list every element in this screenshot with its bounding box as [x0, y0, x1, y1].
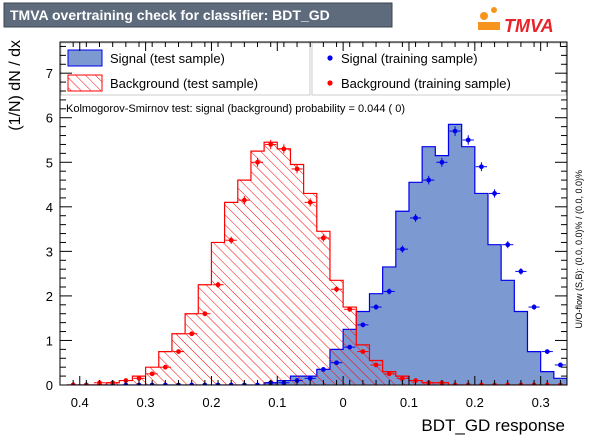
y-tick-label: 4 — [46, 200, 53, 215]
legend-marker-signal-train — [327, 55, 333, 61]
signal-train-point — [409, 214, 422, 222]
background-train-point — [317, 234, 329, 242]
y-axis-title: (1/N) dN / dx — [7, 40, 24, 131]
x-tick-label: 0.2 — [202, 395, 220, 410]
background-train-point — [265, 139, 277, 150]
background-train-point — [383, 371, 395, 377]
axis-layer: 0.4 0.3 0.2 0.1 0 0.1 0.2 0.3 0 1 2 3 4 5 6 7 — [46, 42, 567, 410]
x-tick-label: 0.4 — [71, 395, 89, 410]
signal-test-outline — [66, 123, 567, 385]
y-tick-label: 7 — [46, 66, 53, 81]
legend-marker-background-train — [327, 80, 333, 86]
background-train-point — [225, 236, 237, 244]
ks-test-text: Kolmogorov-Smirnov test: signal (backgro… — [66, 103, 405, 115]
logo-text: TMVA — [504, 16, 554, 36]
signal-train-point — [396, 245, 408, 253]
background-train-point — [238, 196, 250, 205]
signal-train-point — [344, 344, 356, 350]
background-test-area — [66, 142, 567, 385]
logo-dot-1 — [480, 12, 488, 20]
x-tick-label: 0.3 — [532, 395, 550, 410]
signal-train-point — [423, 175, 435, 185]
y-tick-label: 0 — [46, 378, 53, 393]
legend-label-background-train: Background (training sample) — [341, 76, 511, 91]
background-train-point — [370, 362, 382, 368]
legend-label-signal-train: Signal (training sample) — [341, 51, 478, 66]
signal-test-area — [66, 124, 567, 385]
logo-bar — [478, 22, 500, 30]
signal-train-point — [515, 268, 527, 275]
signal-train-point — [502, 241, 514, 249]
x-tick-label: 0.1 — [400, 395, 418, 410]
signal-train-point — [317, 367, 329, 372]
signal-train-point — [528, 304, 540, 310]
signal-train-point — [488, 189, 501, 198]
legend: Signal (test sample) Background (test sa… — [60, 42, 567, 96]
y-tick-label: 2 — [46, 289, 53, 304]
background-train-point — [278, 144, 290, 154]
signal-train-point — [383, 288, 395, 295]
background-train-point — [396, 375, 408, 381]
y-tick-label: 6 — [46, 111, 53, 126]
histogram-layer — [66, 123, 567, 385]
title-box: TMVA overtraining check for classifier: … — [3, 2, 393, 28]
background-train-point — [357, 349, 369, 354]
signal-train-point — [475, 162, 487, 172]
background-train-point — [159, 364, 171, 370]
x-tick-label: 0.3 — [137, 395, 155, 410]
x-tick-label: 0.2 — [466, 395, 484, 410]
signal-train-point — [436, 157, 448, 167]
background-train-point — [133, 375, 145, 381]
x-tick-label: 0 — [340, 395, 347, 410]
tmva-logo: TMVA — [478, 7, 554, 36]
background-train-point — [304, 198, 316, 207]
underflow-overflow-text: U/O-flow (S,B): (0.0, 0.0)% / (0.0, 0.0)… — [574, 170, 584, 329]
x-axis-title: BDT_GD response — [421, 416, 565, 435]
background-train-point — [330, 286, 343, 293]
background-train-point — [291, 164, 303, 174]
legend-label-background-test: Background (test sample) — [110, 76, 258, 91]
logo-dot-2 — [491, 7, 497, 13]
signal-train-point — [370, 304, 382, 310]
background-train-point — [344, 306, 356, 312]
background-train-point — [186, 331, 198, 337]
signal-train-point — [462, 135, 474, 145]
signal-train-point — [357, 322, 369, 328]
plot-border — [59, 41, 568, 386]
y-tick-label: 5 — [46, 155, 53, 170]
background-train-point — [172, 349, 185, 354]
y-tick-label: 1 — [46, 333, 53, 348]
background-train-point — [251, 157, 264, 167]
legend-box-right — [311, 42, 567, 96]
x-tick-label: 0.1 — [268, 395, 286, 410]
signal-train-point — [330, 360, 343, 366]
signal-train-point — [541, 349, 553, 354]
chart-title: TMVA overtraining check for classifier: … — [10, 7, 330, 23]
y-tick-label: 3 — [46, 244, 53, 259]
background-train-point — [199, 311, 211, 317]
signal-train-point — [449, 126, 461, 136]
legend-swatch-background-test — [67, 74, 103, 92]
legend-label-signal-test: Signal (test sample) — [110, 51, 225, 66]
signal-train-point — [554, 362, 566, 368]
signal-train-point — [304, 375, 316, 381]
background-train-point — [146, 371, 158, 377]
background-train-point — [212, 281, 224, 288]
legend-swatch-signal-test — [67, 49, 103, 67]
